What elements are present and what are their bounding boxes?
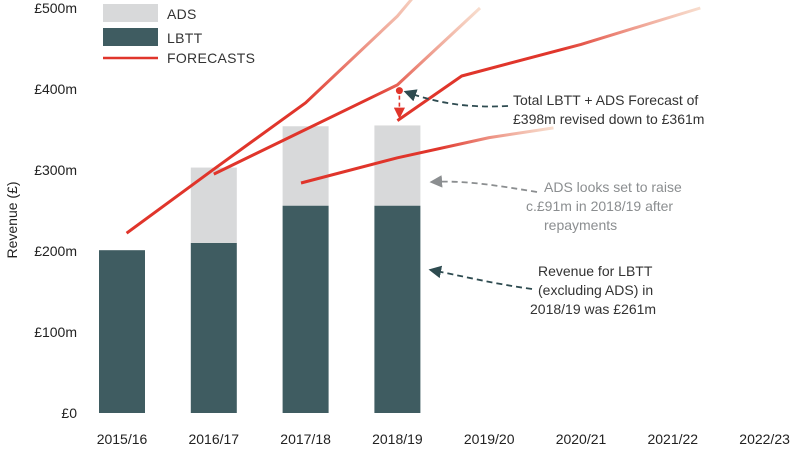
y-axis-ticks: £0 £100m £200m £300m £400m £500m <box>34 0 77 421</box>
forecast-lines <box>125 0 701 235</box>
annotation-ads-line-2: c.£91m in 2018/19 after <box>526 198 673 214</box>
y-tick-label: £0 <box>61 405 77 421</box>
forecast-line <box>213 6 482 176</box>
y-tick-label: £300m <box>34 162 77 178</box>
legend-swatch-ads <box>103 4 158 22</box>
forecast-line <box>125 0 413 235</box>
annotation-lbtt-line-2: (excluding ADS) in <box>538 282 653 298</box>
x-tick-label: 2016/17 <box>188 431 239 447</box>
annotation-ads-line-3: repayments <box>544 217 617 233</box>
y-tick-label: £400m <box>34 81 77 97</box>
y-axis-label: Revenue (£) <box>4 181 20 258</box>
revision-dot <box>395 87 403 95</box>
annotations: Total LBTT + ADS Forecast of £398m revis… <box>403 89 704 317</box>
bar-lbtt <box>282 205 329 413</box>
annotation-lbtt: Revenue for LBTT (excluding ADS) in 2018… <box>530 263 657 317</box>
y-tick-label: £100m <box>34 324 77 340</box>
annotation-total: Total LBTT + ADS Forecast of £398m revis… <box>513 92 704 127</box>
legend-label-lbtt: LBTT <box>167 30 203 46</box>
legend-swatch-lbtt <box>103 28 158 46</box>
bar-lbtt <box>190 242 237 413</box>
x-tick-label: 2020/21 <box>556 431 607 447</box>
annotation-ads: ADS looks set to raise c.£91m in 2018/19… <box>526 179 686 233</box>
forecast-line <box>300 126 554 185</box>
bar-ads <box>282 126 329 206</box>
x-tick-label: 2018/19 <box>372 431 423 447</box>
y-tick-label: £200m <box>34 243 77 259</box>
bar-ads <box>190 167 237 243</box>
x-tick-label: 2015/16 <box>97 431 148 447</box>
x-tick-label: 2019/20 <box>464 431 515 447</box>
x-axis-ticks: 2015/16 2016/17 2017/18 2018/19 2019/20 2020/… <box>97 431 790 447</box>
annotation-total-arrow <box>403 89 509 108</box>
bar-ads <box>374 125 421 206</box>
annotation-total-line-2: £398m revised down to £361m <box>513 111 704 127</box>
annotation-lbtt-line-1: Revenue for LBTT <box>538 263 653 279</box>
annotation-ads-line-1: ADS looks set to raise <box>544 179 682 195</box>
stacked-bars <box>99 125 421 413</box>
x-tick-label: 2022/23 <box>739 431 790 447</box>
annotation-total-line-1: Total LBTT + ADS Forecast of <box>513 92 698 108</box>
annotation-ads-arrow <box>429 175 538 193</box>
annotation-lbtt-arrow <box>428 265 533 290</box>
x-tick-label: 2021/22 <box>647 431 698 447</box>
y-tick-label: £500m <box>34 0 77 16</box>
legend: ADS LBTT FORECASTS <box>103 4 255 66</box>
legend-label-forecasts: FORECASTS <box>167 50 255 66</box>
forecast-line <box>396 6 701 122</box>
annotation-lbtt-line-3: 2018/19 was £261m <box>530 301 656 317</box>
revision-marker <box>393 87 405 119</box>
bar-lbtt <box>99 250 145 413</box>
legend-label-ads: ADS <box>167 6 197 22</box>
bar-lbtt <box>374 205 421 413</box>
x-tick-label: 2017/18 <box>280 431 331 447</box>
